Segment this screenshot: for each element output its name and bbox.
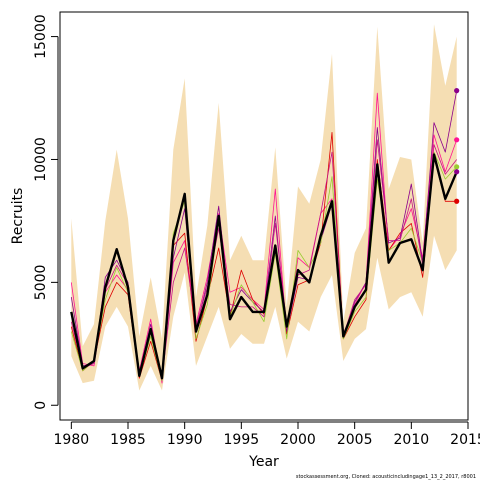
- x-tick-label: 2005: [337, 432, 373, 448]
- y-tick-label: 0: [33, 401, 49, 410]
- x-tick-label: 2010: [394, 432, 430, 448]
- x-tick-label: 2015: [450, 432, 480, 448]
- x-tick-label: 1990: [167, 432, 203, 448]
- y-tick-label: 5000: [33, 265, 49, 301]
- y-tick-label: 15000: [33, 14, 49, 59]
- y-axis: 0 5000 10000 15000: [33, 14, 59, 410]
- end-point-1: [454, 137, 460, 143]
- x-tick-label: 2000: [280, 432, 316, 448]
- end-points-layer: [454, 88, 460, 204]
- footnote: stockassessment.org, Cloned: acousticinc…: [296, 474, 476, 480]
- x-axis: 1980 1985 1990 1995 2000 2005 2010 2015: [54, 421, 480, 448]
- x-tick-label: 1995: [224, 432, 260, 448]
- x-axis-title: Year: [248, 454, 279, 470]
- confidence-band: [71, 24, 457, 391]
- x-tick-label: 1985: [110, 432, 146, 448]
- end-point-4: [454, 198, 460, 204]
- x-tick-label: 1980: [54, 432, 90, 448]
- series-lines-layer: [70, 90, 458, 384]
- y-tick-label: 10000: [33, 137, 49, 182]
- plot-frame: [59, 11, 469, 421]
- end-point-3: [454, 169, 460, 175]
- y-axis-title: Recruits: [10, 188, 26, 245]
- end-point-2: [454, 164, 460, 170]
- confidence-band-layer: [71, 24, 457, 391]
- end-point-0: [454, 88, 460, 94]
- series-line-0: [70, 153, 458, 380]
